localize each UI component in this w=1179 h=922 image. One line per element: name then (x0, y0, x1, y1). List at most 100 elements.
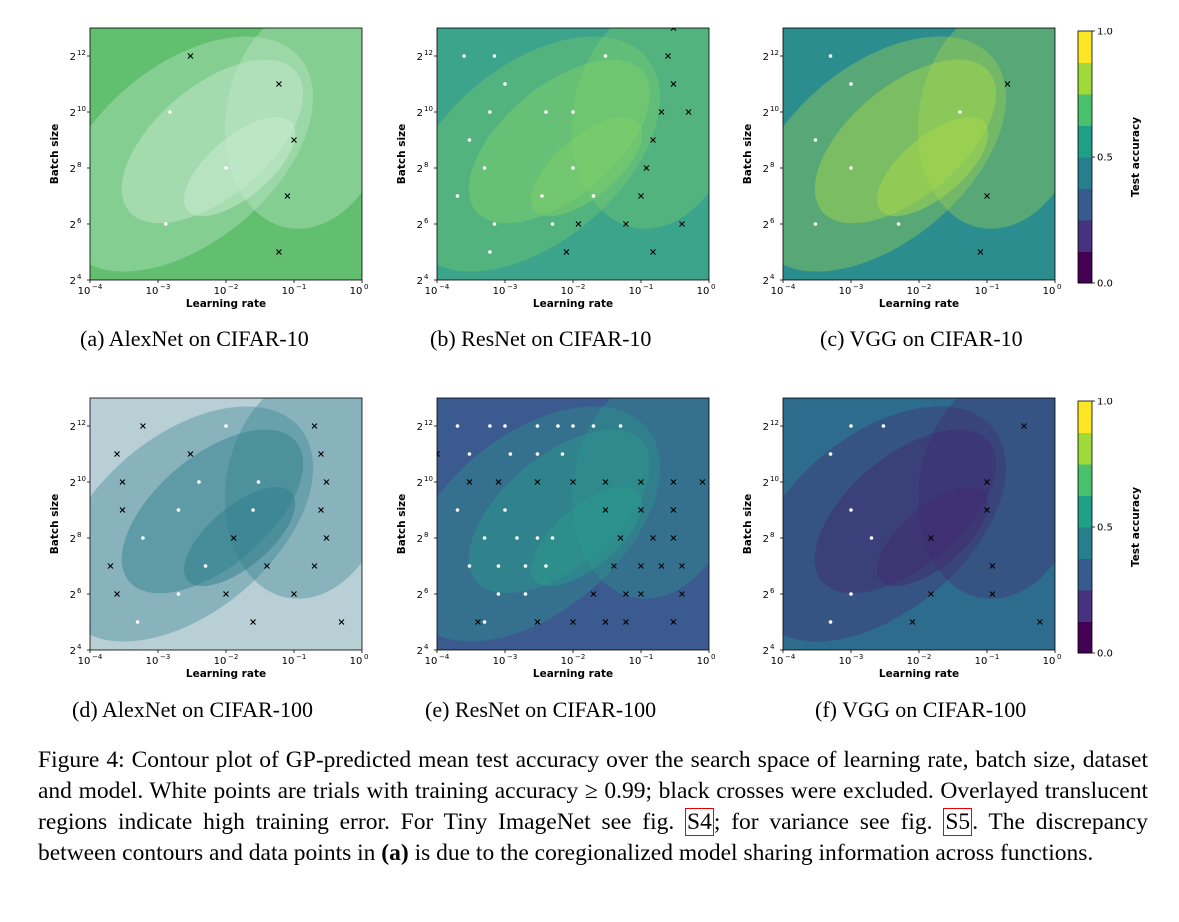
colorbar-tick-label: 1.0 (1097, 398, 1113, 408)
black-cross (670, 619, 677, 625)
white-point (849, 592, 853, 596)
black-cross (984, 193, 990, 199)
white-point (503, 424, 507, 428)
x-tick-exponent: 0 (1057, 653, 1061, 661)
y-tick-label: 2 (763, 164, 769, 175)
colorbar-band (1078, 157, 1092, 189)
black-cross (114, 451, 120, 457)
white-point (488, 250, 492, 254)
white-point (488, 110, 492, 114)
black-cross (650, 535, 656, 541)
contour-band (90, 406, 314, 642)
colorbar-bottom: 0.0 0.5 1.0 Test accuracy (1075, 397, 1155, 665)
white-point (591, 194, 596, 198)
white-point (455, 424, 460, 428)
y-tick-label: 2 (763, 646, 769, 657)
y-tick-exponent: 12 (77, 49, 86, 57)
black-cross (989, 591, 996, 597)
y-tick-label: 2 (70, 276, 76, 287)
white-point (467, 452, 472, 456)
x-axis-label: Learning rate (879, 298, 959, 310)
y-tick-label: 2 (417, 220, 423, 231)
colorbar-band (1078, 220, 1092, 252)
x-tick-label: 10 (282, 656, 295, 667)
y-tick-label: 2 (417, 108, 423, 119)
x-tick-exponent: −3 (853, 653, 863, 661)
black-cross (670, 81, 677, 87)
plot-panel-e: 10 −4 10 −3 10 −2 10 −1 10 0 2 4 2 6 2 8 2 10 2 12 Learning … (387, 390, 715, 690)
black-cross (602, 619, 609, 625)
y-tick-label: 2 (70, 478, 76, 489)
y-tick-exponent: 12 (770, 419, 779, 427)
x-tick-label: 10 (1043, 286, 1056, 297)
x-tick-exponent: −4 (439, 653, 450, 661)
white-point (603, 54, 608, 58)
x-tick-label: 10 (839, 286, 852, 297)
y-tick-exponent: 6 (424, 217, 429, 225)
black-cross (437, 451, 440, 457)
black-cross (670, 507, 677, 513)
x-tick-label: 10 (214, 286, 227, 297)
caption-tail: is due to the coregionalized model shari… (408, 840, 1094, 866)
y-tick-label: 2 (763, 220, 769, 231)
white-point (467, 564, 472, 568)
colorbar-top: 0.0 0.5 1.0 Test accuracy (1075, 27, 1155, 295)
black-cross (323, 535, 330, 541)
x-tick-label: 10 (146, 656, 159, 667)
white-point (482, 620, 487, 624)
black-cross (311, 563, 318, 569)
white-point (618, 424, 623, 428)
y-tick-exponent: 12 (77, 419, 86, 427)
x-tick-label: 10 (975, 286, 988, 297)
y-tick-exponent: 4 (424, 643, 429, 651)
y-axis-label: Batch size (742, 494, 754, 555)
white-point (591, 424, 596, 428)
contour-plot-f: 10 −4 10 −3 10 −2 10 −1 10 02 42 62 82 102 12Learning … (742, 397, 1061, 680)
white-point (503, 508, 507, 512)
black-cross (570, 479, 576, 485)
ref-link-s4[interactable]: S4 (685, 808, 714, 836)
white-point (813, 138, 818, 142)
x-tick-label: 10 (78, 286, 91, 297)
x-tick-exponent: −4 (439, 283, 450, 291)
black-cross (318, 507, 324, 513)
contour-band (90, 36, 314, 272)
black-cross (223, 591, 229, 597)
white-point (535, 452, 540, 456)
black-cross (670, 535, 677, 541)
x-tick-label: 10 (78, 656, 91, 667)
y-tick-label: 2 (417, 534, 423, 545)
y-tick-exponent: 8 (77, 161, 81, 169)
x-tick-exponent: −1 (296, 283, 306, 291)
black-cross (311, 423, 318, 429)
contour-band (437, 406, 661, 642)
contour-band (184, 117, 296, 217)
plot-panel-d: 10 −4 10 −3 10 −2 10 −1 10 0 2 4 2 6 2 8 2 10 2 12 Learning … (40, 390, 368, 690)
y-tick-label: 2 (763, 422, 769, 433)
white-point (515, 536, 519, 540)
colorbar-band (1078, 62, 1092, 95)
caption-mid2: . The discrepancy between contours and d… (38, 809, 1148, 866)
ref-link-s5[interactable]: S5 (943, 808, 973, 836)
contour-band (783, 36, 1007, 272)
y-axis-label: Batch size (49, 124, 61, 185)
white-point (544, 110, 548, 114)
x-tick-exponent: −2 (575, 653, 585, 661)
white-point (176, 508, 181, 512)
white-point (869, 536, 874, 540)
y-tick-label: 2 (763, 478, 769, 489)
y-tick-exponent: 12 (770, 49, 779, 57)
white-point (488, 424, 492, 428)
white-point (849, 508, 853, 512)
y-tick-label: 2 (70, 590, 76, 601)
y-tick-exponent: 8 (77, 531, 81, 539)
y-tick-label: 2 (763, 52, 769, 63)
colorbar-label: Test accuracy (1130, 117, 1142, 197)
colorbar-band (1078, 495, 1092, 528)
x-tick-exponent: −2 (921, 653, 931, 661)
contour-band (121, 59, 304, 224)
black-cross (475, 619, 481, 625)
x-tick-exponent: −1 (989, 283, 999, 291)
x-tick-label: 10 (839, 656, 852, 667)
black-cross (909, 619, 916, 625)
